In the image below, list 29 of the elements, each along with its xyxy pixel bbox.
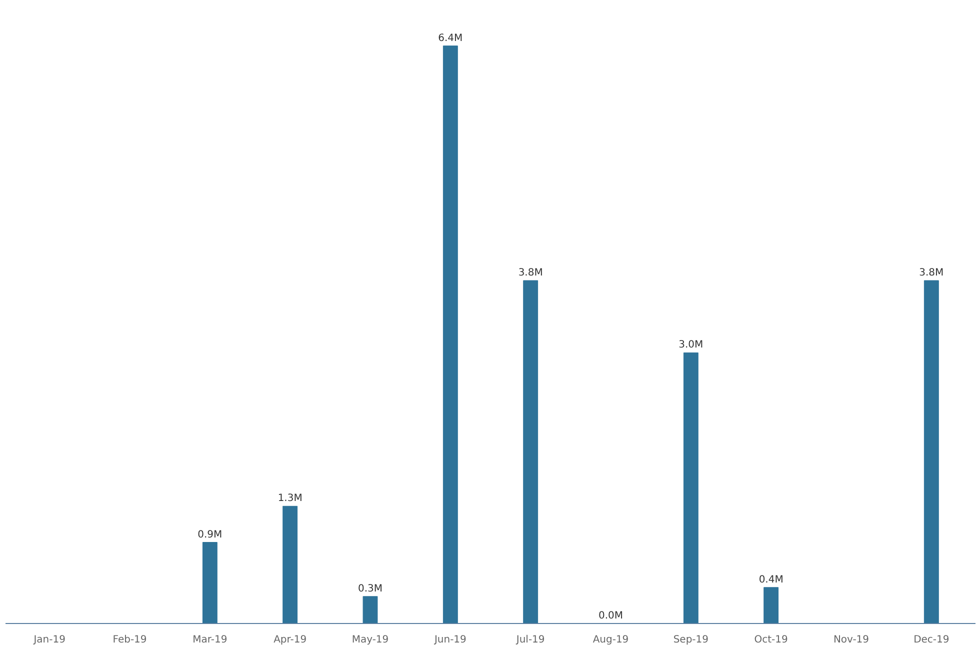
bar — [683, 352, 698, 624]
x-tick-label: Jun-19 — [433, 634, 466, 646]
x-tick-label: Aug-19 — [592, 634, 629, 646]
data-label: 1.3M — [278, 493, 302, 504]
x-tick-label: Mar-19 — [192, 634, 228, 646]
data-label: 0.9M — [198, 529, 222, 540]
data-label: 0.4M — [758, 574, 784, 586]
x-tick-label: Jul-19 — [515, 634, 545, 646]
data-label: 3.8M — [518, 268, 543, 279]
x-tick-label: Oct-19 — [754, 634, 788, 646]
data-label: 3.0M — [678, 340, 704, 351]
bar — [442, 46, 458, 624]
bar — [523, 280, 538, 624]
bar — [282, 506, 298, 624]
x-tick-label: Dec-19 — [914, 634, 950, 646]
data-label: 6.4M — [438, 32, 463, 44]
bar — [924, 280, 939, 624]
data-label: 0.3M — [358, 583, 383, 594]
bar — [764, 587, 779, 624]
x-tick-label: Feb-19 — [112, 634, 147, 646]
data-label: 0.0M — [598, 610, 624, 622]
bar — [362, 596, 378, 624]
x-tick-label: Sep-19 — [673, 634, 709, 646]
x-tick-label: Apr-19 — [274, 634, 307, 646]
x-tick-label: May-19 — [352, 634, 389, 646]
data-label: 3.8M — [919, 268, 944, 279]
x-tick-label: Nov-19 — [833, 634, 870, 646]
x-tick-label: Jan-19 — [32, 634, 66, 646]
bar — [202, 542, 218, 624]
